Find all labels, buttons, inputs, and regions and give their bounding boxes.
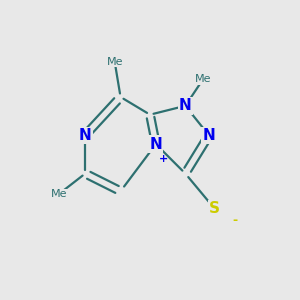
Text: N: N	[179, 98, 192, 113]
Text: S: S	[209, 201, 220, 216]
Text: +: +	[159, 154, 168, 164]
Text: Me: Me	[195, 74, 211, 84]
Text: N: N	[202, 128, 215, 143]
Text: N: N	[79, 128, 92, 143]
Text: Me: Me	[50, 189, 67, 199]
Text: N: N	[149, 136, 162, 152]
Text: Me: Me	[106, 57, 123, 67]
Text: -: -	[233, 214, 238, 227]
